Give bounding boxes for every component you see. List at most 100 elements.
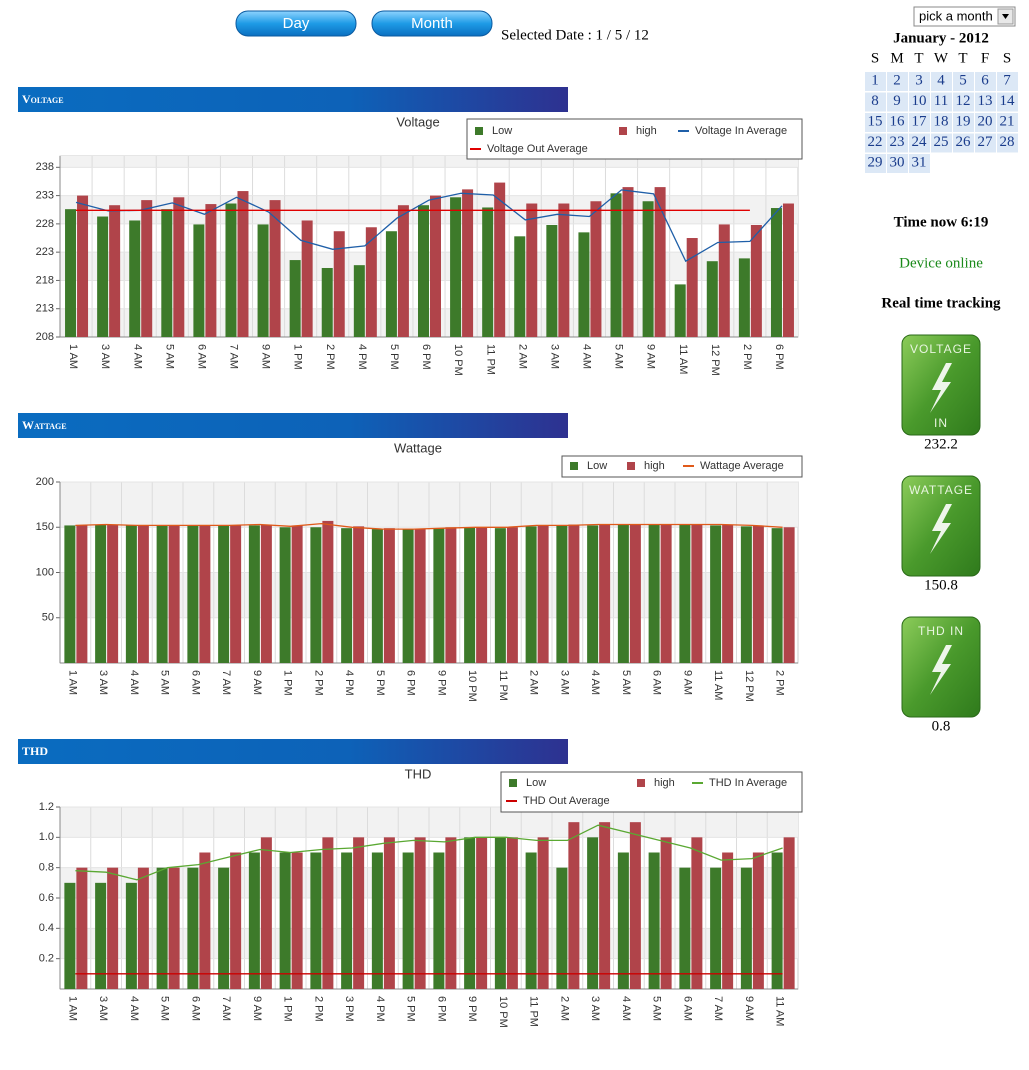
calendar-day[interactable]: 31 bbox=[909, 154, 930, 173]
bar bbox=[65, 209, 77, 337]
calendar-day[interactable]: 28 bbox=[997, 133, 1018, 153]
calendar-day[interactable]: 6 bbox=[975, 72, 996, 91]
calendar-day[interactable]: 12 bbox=[953, 92, 974, 112]
bar bbox=[137, 867, 149, 989]
day-cell bbox=[975, 72, 996, 91]
calendar-day[interactable]: 16 bbox=[887, 113, 908, 132]
calendar-day[interactable]: 5 bbox=[953, 72, 974, 91]
calendar-day[interactable]: 7 bbox=[997, 72, 1018, 91]
day-number: 12 bbox=[956, 93, 971, 109]
day-number: 30 bbox=[890, 154, 905, 170]
calendar-day[interactable]: 23 bbox=[887, 133, 908, 153]
x-tick-label: 5 PM bbox=[405, 996, 417, 1022]
legend-swatch bbox=[637, 779, 645, 787]
bar bbox=[450, 197, 462, 337]
calendar-day[interactable]: 24 bbox=[909, 133, 930, 153]
bar bbox=[257, 224, 269, 337]
bar bbox=[706, 261, 718, 337]
bar bbox=[750, 225, 762, 337]
bar bbox=[353, 265, 365, 337]
x-tick-label: 2 AM bbox=[528, 670, 540, 695]
bar bbox=[740, 526, 752, 663]
calendar-day[interactable]: 17 bbox=[909, 113, 930, 132]
calendar-day[interactable]: 3 bbox=[909, 72, 930, 91]
calendar-day[interactable]: 29 bbox=[865, 154, 886, 173]
x-tick-label: 4 AM bbox=[128, 996, 140, 1021]
bar bbox=[156, 867, 168, 989]
y-tick-label: 0.6 bbox=[39, 892, 54, 904]
calendar-day[interactable]: 22 bbox=[865, 133, 886, 153]
calendar-day[interactable]: 8 bbox=[865, 92, 886, 112]
bar bbox=[397, 205, 409, 337]
x-tick-label: 4 AM bbox=[589, 670, 601, 695]
gauge[interactable]: WATTAGE bbox=[901, 475, 981, 577]
x-tick-label: 3 AM bbox=[99, 344, 111, 369]
gauge[interactable]: THD IN bbox=[901, 616, 981, 718]
day-cell bbox=[909, 92, 930, 112]
gauge-value: 0.8 bbox=[932, 718, 951, 734]
bar bbox=[648, 524, 660, 663]
calendar-day[interactable]: 4 bbox=[931, 72, 952, 91]
bar bbox=[752, 525, 764, 663]
selected-date: Selected Date : 1 / 5 / 12 bbox=[501, 27, 649, 43]
day-cell bbox=[997, 92, 1018, 112]
bar bbox=[558, 203, 570, 337]
gauge[interactable]: VOLTAGE IN bbox=[901, 334, 981, 436]
x-tick-label: 9 AM bbox=[645, 344, 657, 369]
calendar-day[interactable]: 21 bbox=[997, 113, 1018, 132]
calendar-day[interactable]: 13 bbox=[975, 92, 996, 112]
bar bbox=[125, 525, 137, 663]
calendar-day[interactable]: 15 bbox=[865, 113, 886, 132]
bar bbox=[107, 524, 119, 663]
weekday: T bbox=[958, 50, 967, 66]
x-tick-label: 5 AM bbox=[159, 996, 171, 1021]
chart: THD THD 0.2 0.4 0.6 0.8 1.0 1.2 1 AM 3 AM 4 AM 5 AM… bbox=[18, 739, 803, 1028]
calendar-day[interactable]: 9 bbox=[887, 92, 908, 112]
y-tick-label: 213 bbox=[36, 303, 54, 315]
weekday: M bbox=[890, 50, 903, 66]
section-title: Voltage bbox=[22, 92, 64, 106]
calendar-day[interactable]: 2 bbox=[887, 72, 908, 91]
calendar-day[interactable]: 11 bbox=[931, 92, 952, 112]
y-tick-label: 233 bbox=[36, 190, 54, 202]
bar bbox=[556, 867, 568, 989]
y-tick-label: 218 bbox=[36, 274, 54, 286]
bar bbox=[279, 852, 291, 989]
select-arrow bbox=[1002, 14, 1009, 19]
calendar-day[interactable]: 10 bbox=[909, 92, 930, 112]
x-tick-label: 4 PM bbox=[374, 996, 386, 1022]
day-cell bbox=[887, 154, 908, 173]
calendar-day[interactable]: 20 bbox=[975, 113, 996, 132]
nav-button[interactable]: Month bbox=[371, 10, 493, 37]
day-number: 5 bbox=[959, 72, 967, 88]
bar bbox=[740, 867, 752, 989]
calendar-day[interactable]: 1 bbox=[865, 72, 886, 91]
bar bbox=[260, 524, 272, 663]
day-number: 14 bbox=[1000, 93, 1016, 109]
x-tick-label: 5 AM bbox=[651, 996, 663, 1021]
gauge-label: VOLTAGE bbox=[910, 342, 972, 356]
bar bbox=[321, 267, 333, 337]
x-tick-label: 6 AM bbox=[681, 996, 693, 1021]
bar bbox=[691, 524, 703, 663]
calendar-day[interactable]: 25 bbox=[931, 133, 952, 153]
month-picker[interactable]: pick a month bbox=[913, 6, 1016, 27]
day-cell bbox=[953, 133, 974, 153]
calendar-day[interactable]: 19 bbox=[953, 113, 974, 132]
bar bbox=[371, 852, 383, 989]
calendar-day[interactable]: 27 bbox=[975, 133, 996, 153]
bar bbox=[771, 852, 783, 989]
day-number: 21 bbox=[1000, 113, 1015, 129]
calendar-day[interactable]: 30 bbox=[887, 154, 908, 173]
calendar-day[interactable]: 14 bbox=[997, 92, 1018, 112]
weekday: W bbox=[934, 50, 949, 66]
x-tick-label: 4 AM bbox=[128, 670, 140, 695]
day-number: 27 bbox=[978, 134, 994, 150]
x-tick-label: 4 PM bbox=[356, 344, 368, 370]
calendar-day[interactable]: 26 bbox=[953, 133, 974, 153]
day-number: 24 bbox=[912, 134, 928, 150]
bar bbox=[599, 524, 611, 663]
x-tick-label: 4 AM bbox=[620, 996, 632, 1021]
nav-button[interactable]: Day bbox=[235, 10, 357, 37]
calendar-day[interactable]: 18 bbox=[931, 113, 952, 132]
